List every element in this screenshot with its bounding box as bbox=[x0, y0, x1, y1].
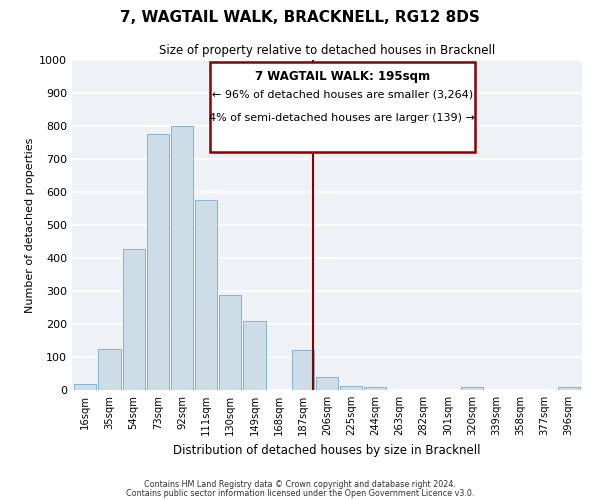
Title: Size of property relative to detached houses in Bracknell: Size of property relative to detached ho… bbox=[159, 44, 495, 58]
X-axis label: Distribution of detached houses by size in Bracknell: Distribution of detached houses by size … bbox=[173, 444, 481, 456]
Bar bbox=[244, 320, 266, 390]
Bar bbox=[340, 386, 362, 390]
Bar bbox=[122, 249, 145, 390]
Text: 4% of semi-detached houses are larger (139) →: 4% of semi-detached houses are larger (1… bbox=[209, 113, 475, 123]
Bar bbox=[98, 349, 121, 390]
Bar bbox=[557, 386, 580, 390]
Y-axis label: Number of detached properties: Number of detached properties bbox=[25, 138, 35, 312]
Text: 7, WAGTAIL WALK, BRACKNELL, RG12 8DS: 7, WAGTAIL WALK, BRACKNELL, RG12 8DS bbox=[120, 10, 480, 25]
Bar bbox=[364, 386, 386, 390]
Bar bbox=[461, 386, 483, 390]
Bar bbox=[316, 377, 338, 390]
Bar bbox=[171, 126, 193, 390]
Text: Contains HM Land Registry data © Crown copyright and database right 2024.: Contains HM Land Registry data © Crown c… bbox=[144, 480, 456, 489]
Bar bbox=[74, 384, 97, 390]
Text: 7 WAGTAIL WALK: 195sqm: 7 WAGTAIL WALK: 195sqm bbox=[255, 70, 430, 83]
Text: Contains public sector information licensed under the Open Government Licence v3: Contains public sector information licen… bbox=[126, 488, 474, 498]
Bar bbox=[219, 295, 241, 390]
Bar bbox=[146, 134, 169, 390]
Bar bbox=[292, 350, 314, 390]
Bar bbox=[195, 200, 217, 390]
FancyBboxPatch shape bbox=[210, 62, 475, 152]
Text: ← 96% of detached houses are smaller (3,264): ← 96% of detached houses are smaller (3,… bbox=[212, 90, 473, 100]
